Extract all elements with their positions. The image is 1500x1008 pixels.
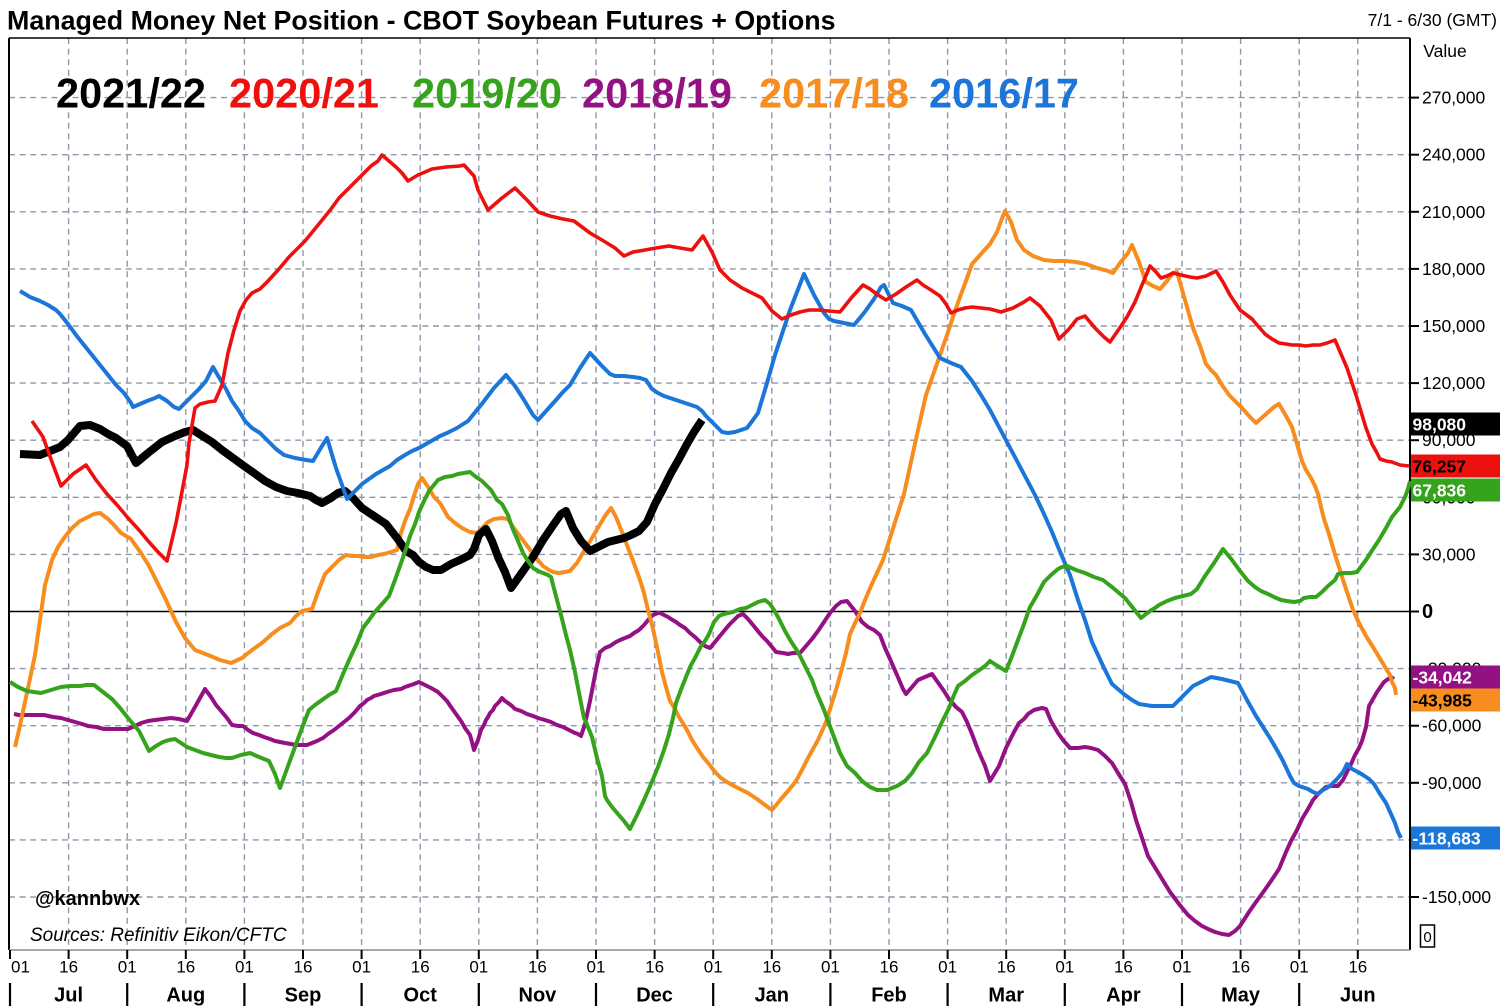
- svg-text:180,000: 180,000: [1422, 259, 1486, 279]
- svg-text:16: 16: [645, 958, 664, 977]
- svg-text:-43,985: -43,985: [1413, 691, 1473, 711]
- svg-text:-150,000: -150,000: [1422, 887, 1491, 907]
- svg-text:-90,000: -90,000: [1422, 773, 1482, 793]
- svg-text:01: 01: [118, 958, 137, 977]
- svg-text:01: 01: [352, 958, 371, 977]
- svg-text:01: 01: [938, 958, 957, 977]
- svg-text:2016/17: 2016/17: [929, 70, 1079, 117]
- svg-text:76,257: 76,257: [1413, 457, 1467, 477]
- svg-text:Nov: Nov: [519, 985, 558, 1007]
- svg-text:16: 16: [1348, 958, 1367, 977]
- svg-text:270,000: 270,000: [1422, 88, 1486, 108]
- svg-text:01: 01: [821, 958, 840, 977]
- svg-text:67,836: 67,836: [1413, 481, 1467, 501]
- svg-text:Jun: Jun: [1340, 985, 1376, 1007]
- svg-text:01: 01: [1055, 958, 1074, 977]
- svg-text:2020/21: 2020/21: [229, 70, 379, 117]
- svg-text:Value: Value: [1423, 41, 1466, 61]
- svg-text:16: 16: [294, 958, 313, 977]
- svg-text:7/1 - 6/30 (GMT): 7/1 - 6/30 (GMT): [1368, 10, 1497, 30]
- svg-text:98,080: 98,080: [1413, 415, 1467, 435]
- svg-text:210,000: 210,000: [1422, 202, 1486, 222]
- svg-text:Dec: Dec: [636, 985, 673, 1007]
- svg-text:2019/20: 2019/20: [412, 70, 562, 117]
- svg-text:16: 16: [528, 958, 547, 977]
- svg-text:16: 16: [997, 958, 1016, 977]
- svg-text:01: 01: [1173, 958, 1192, 977]
- svg-text:16: 16: [411, 958, 430, 977]
- svg-text:0: 0: [1423, 929, 1431, 946]
- svg-text:0: 0: [1422, 601, 1433, 623]
- svg-text:-34,042: -34,042: [1413, 668, 1473, 688]
- svg-text:01: 01: [235, 958, 254, 977]
- svg-text:Mar: Mar: [988, 985, 1024, 1007]
- svg-text:16: 16: [176, 958, 195, 977]
- svg-text:Aug: Aug: [166, 985, 205, 1007]
- svg-text:16: 16: [762, 958, 781, 977]
- svg-text:16: 16: [880, 958, 899, 977]
- svg-text:Jul: Jul: [54, 985, 83, 1007]
- svg-text:16: 16: [59, 958, 78, 977]
- svg-text:01: 01: [1290, 958, 1309, 977]
- svg-text:-60,000: -60,000: [1422, 716, 1482, 736]
- svg-text:Jan: Jan: [755, 985, 789, 1007]
- svg-text:30,000: 30,000: [1422, 544, 1476, 564]
- svg-text:Managed Money Net Position - C: Managed Money Net Position - CBOT Soybea…: [7, 6, 836, 36]
- svg-text:Oct: Oct: [404, 985, 438, 1007]
- svg-text:May: May: [1221, 985, 1261, 1007]
- svg-text:01: 01: [704, 958, 723, 977]
- svg-text:Sep: Sep: [285, 985, 322, 1007]
- svg-text:Sources: Refinitiv Eikon/CFTC: Sources: Refinitiv Eikon/CFTC: [30, 925, 287, 946]
- svg-text:Feb: Feb: [871, 985, 907, 1007]
- svg-text:01: 01: [11, 958, 30, 977]
- svg-text:01: 01: [587, 958, 606, 977]
- svg-text:01: 01: [469, 958, 488, 977]
- svg-text:16: 16: [1231, 958, 1250, 977]
- svg-text:16: 16: [1114, 958, 1133, 977]
- svg-text:2018/19: 2018/19: [582, 70, 732, 117]
- svg-text:150,000: 150,000: [1422, 316, 1486, 336]
- svg-text:@kannbwx: @kannbwx: [35, 888, 140, 910]
- svg-text:120,000: 120,000: [1422, 373, 1486, 393]
- svg-text:240,000: 240,000: [1422, 145, 1486, 165]
- svg-text:2017/18: 2017/18: [759, 70, 909, 117]
- svg-text:Apr: Apr: [1106, 985, 1141, 1007]
- svg-text:-118,683: -118,683: [1413, 829, 1481, 849]
- svg-text:2021/22: 2021/22: [56, 70, 206, 117]
